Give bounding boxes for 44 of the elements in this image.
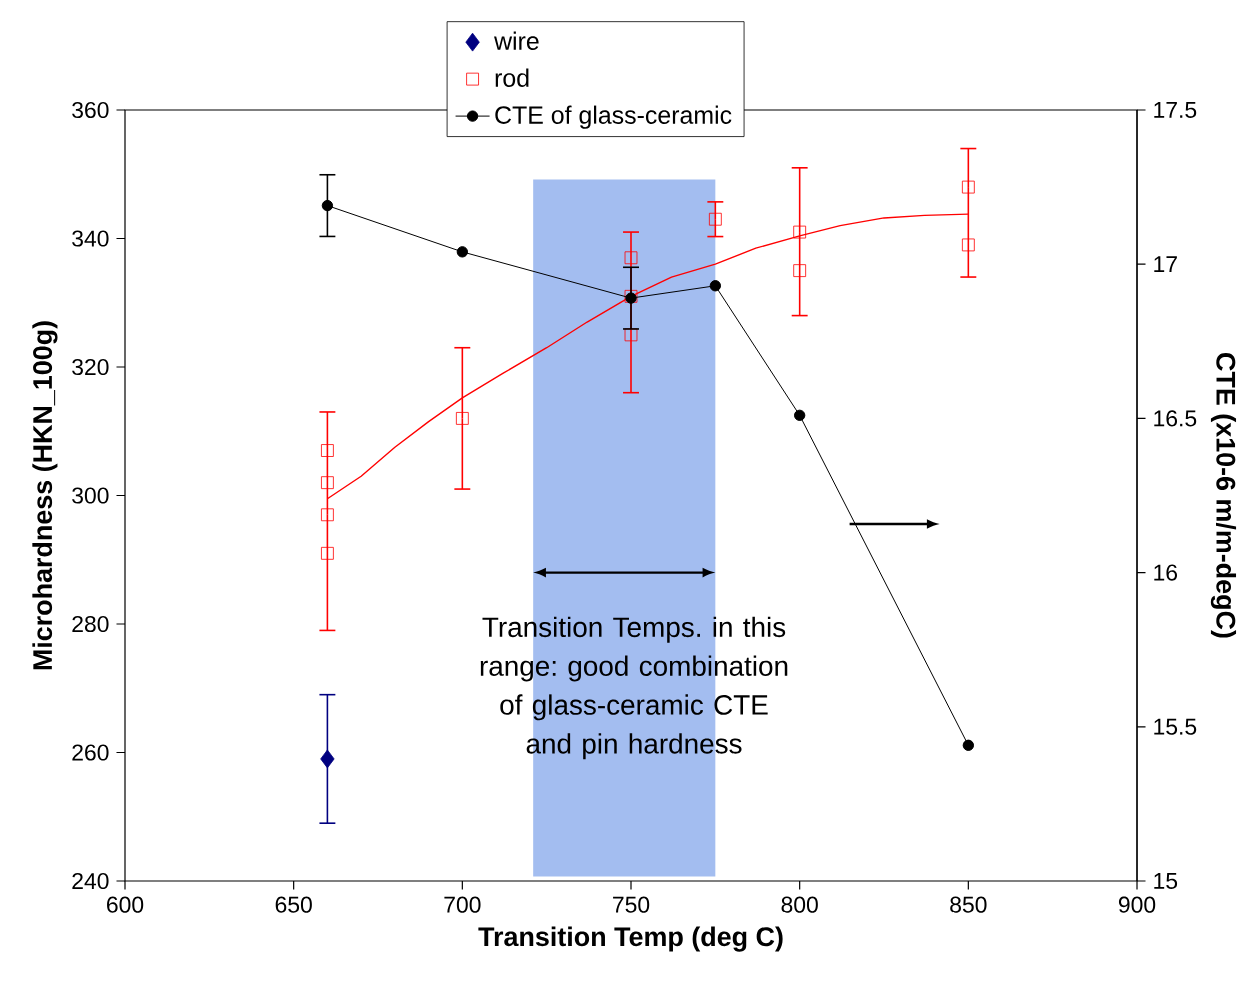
point xyxy=(708,212,722,226)
point xyxy=(456,246,469,258)
y-tick-label: 240 xyxy=(72,872,109,890)
x-tick-label: 700 xyxy=(444,896,481,913)
point xyxy=(961,180,975,194)
point xyxy=(793,225,807,239)
point xyxy=(709,280,722,292)
point xyxy=(962,739,975,751)
y-tick-label: 280 xyxy=(72,615,109,633)
legend-label: CTE of glass-ceramic xyxy=(495,105,732,129)
x-tick-label: 650 xyxy=(275,896,312,913)
y-axis-title: Microhardness (HKN_100g) xyxy=(32,321,58,670)
x-tick-label: 750 xyxy=(613,896,650,913)
point xyxy=(321,476,334,490)
point xyxy=(624,251,638,265)
y2-tick-label: 17.5 xyxy=(1154,102,1197,118)
point xyxy=(321,199,334,212)
legend-label: wire xyxy=(494,31,539,50)
point xyxy=(961,238,975,252)
x-tick-label: 850 xyxy=(950,896,987,913)
y-tick-label: 300 xyxy=(72,487,109,504)
point xyxy=(455,412,469,425)
annotation: Transition Temps. in this range: good combination of glass-ceramic CTE and pin hardness xyxy=(480,616,788,760)
x-tick-label: 900 xyxy=(1118,896,1156,913)
y2-tick-label: 17 xyxy=(1154,256,1177,273)
y2-tick-label: 16.5 xyxy=(1154,410,1197,427)
y2-axis-title: CTE (x10-6 m/m-degC) xyxy=(1210,353,1237,638)
y2-tick-label: 15 xyxy=(1154,873,1178,889)
y-tick-label: 260 xyxy=(72,744,109,761)
point xyxy=(793,409,806,421)
point xyxy=(321,508,334,522)
x-axis-title: Transition Temp (deg C) xyxy=(478,926,783,952)
y2-tick-label: 16 xyxy=(1154,564,1178,581)
x-tick-label: 600 xyxy=(107,896,144,913)
legend-label: rod xyxy=(495,68,529,87)
point xyxy=(321,546,334,560)
y-tick-label: 360 xyxy=(72,101,109,119)
point xyxy=(321,444,334,457)
point xyxy=(320,749,335,769)
x-tick-label: 800 xyxy=(781,896,818,913)
y-tick-label: 320 xyxy=(72,358,109,376)
point xyxy=(793,264,807,277)
y-tick-label: 340 xyxy=(72,230,109,247)
y2-tick-label: 15.5 xyxy=(1154,718,1197,735)
